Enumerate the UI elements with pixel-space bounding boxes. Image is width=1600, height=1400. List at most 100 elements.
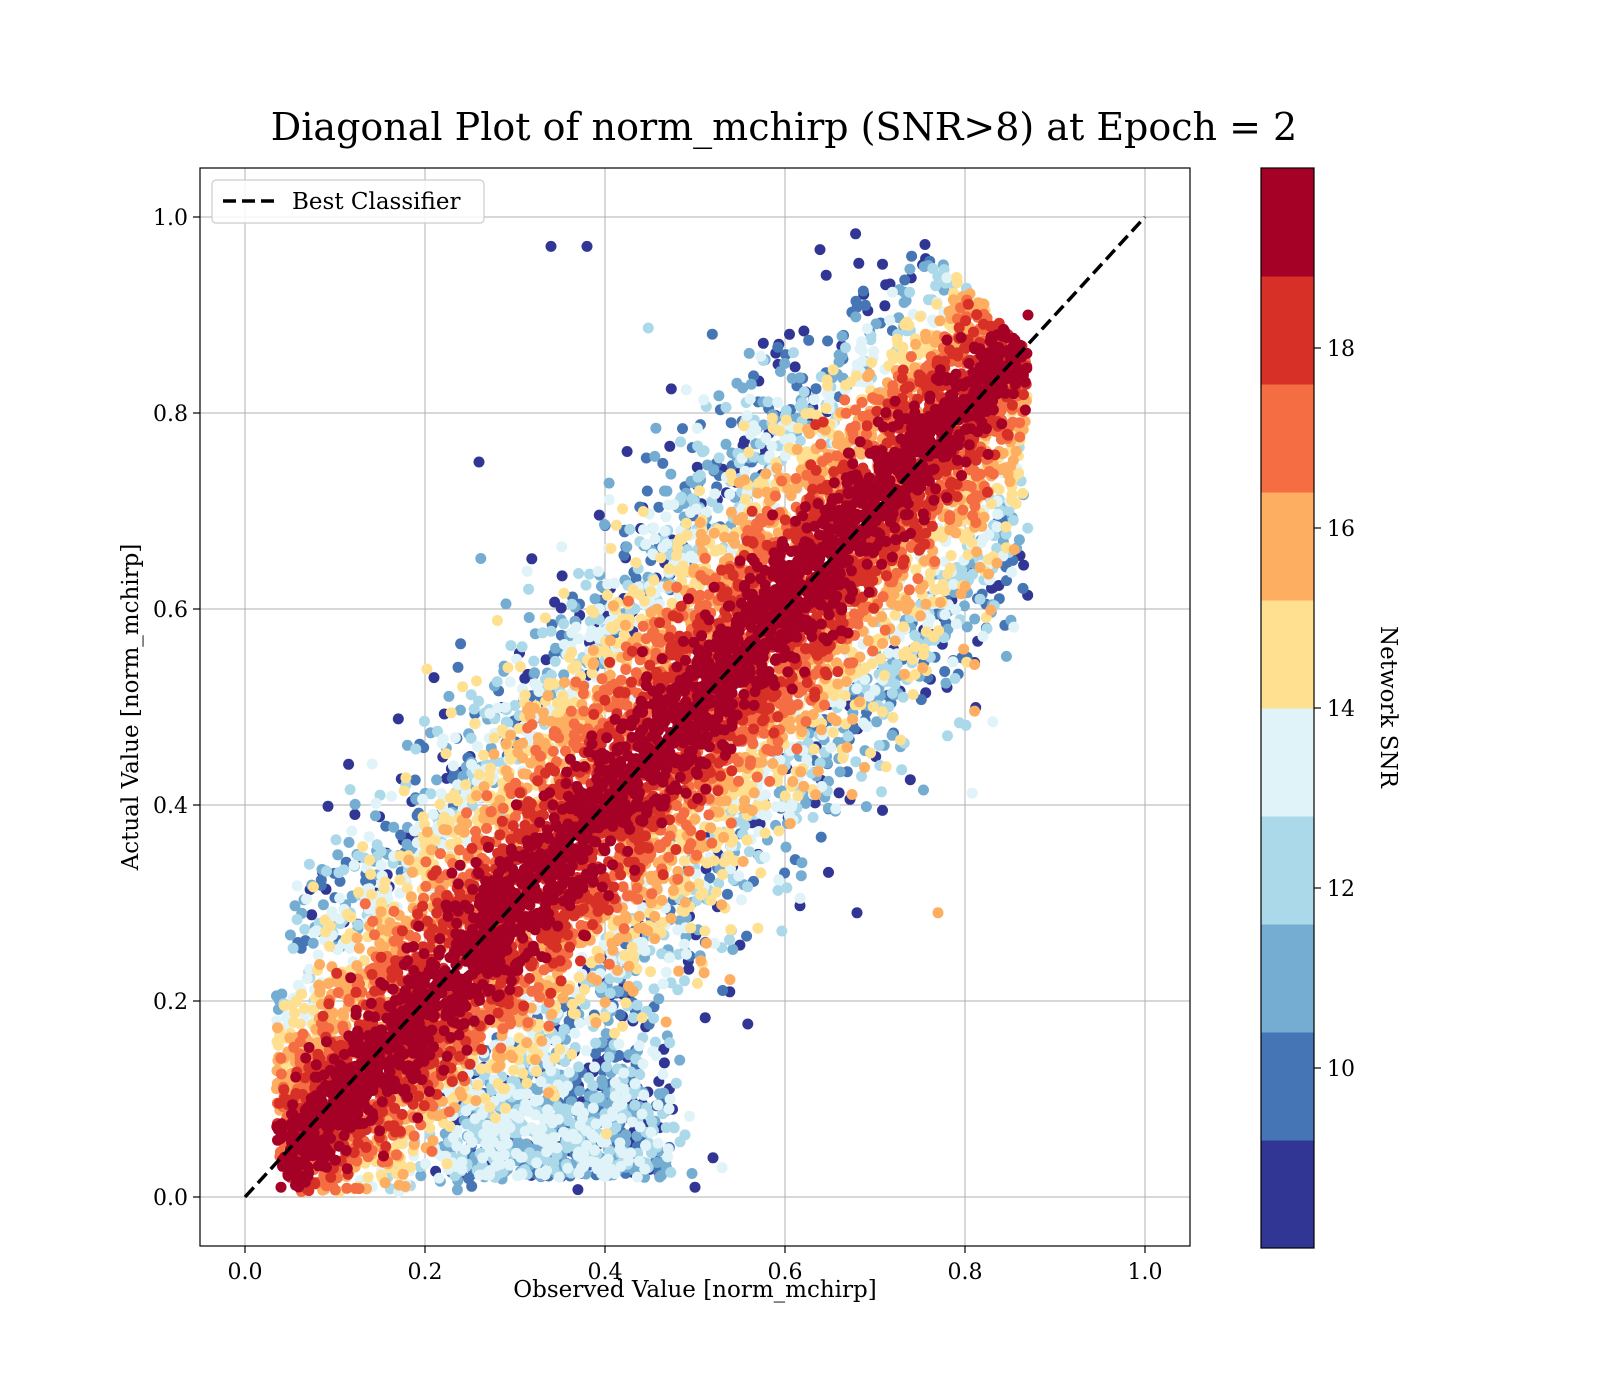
scatter-point xyxy=(679,896,691,908)
scatter-point xyxy=(877,258,888,270)
scatter-point xyxy=(670,1077,682,1089)
scatter-point xyxy=(739,474,751,486)
scatter-point xyxy=(786,801,798,813)
scatter-point xyxy=(599,519,610,530)
scatter-point xyxy=(558,587,570,599)
scatter-point xyxy=(618,549,630,561)
scatter-point xyxy=(842,730,854,742)
scatter-point xyxy=(907,689,919,700)
scatter-point xyxy=(694,517,706,528)
scatter-point xyxy=(689,1181,701,1193)
scatter-point xyxy=(549,1052,561,1064)
scatter-point xyxy=(823,866,834,878)
scatter-point xyxy=(561,1142,573,1154)
scatter-point xyxy=(784,818,796,829)
scatter-point xyxy=(698,445,710,457)
scatter-point xyxy=(892,338,904,350)
scatter-point xyxy=(650,422,662,434)
scatter-point xyxy=(794,372,806,384)
scatter-point xyxy=(480,1169,492,1181)
scatter-point xyxy=(861,721,873,732)
scatter-point xyxy=(742,1018,754,1030)
scatter-point xyxy=(566,598,578,610)
scatter-point xyxy=(724,974,736,986)
scatter-point xyxy=(707,1152,719,1164)
scatter-point xyxy=(898,668,910,680)
scatter-point xyxy=(660,1016,672,1028)
scatter-point xyxy=(977,533,989,545)
scatter-point xyxy=(741,410,753,421)
scatter-point xyxy=(619,619,631,631)
scatter-point xyxy=(991,557,1003,569)
scatter-point xyxy=(399,1181,411,1192)
scatter-point xyxy=(993,484,1005,496)
scatter-point xyxy=(985,604,997,616)
scatter-point xyxy=(748,787,760,799)
scatter-point xyxy=(649,1036,661,1048)
scatter-point xyxy=(658,1057,670,1069)
scatter-point xyxy=(915,610,926,622)
scatter-point xyxy=(456,1156,468,1168)
scatter-point xyxy=(987,716,999,728)
scatter-point xyxy=(334,892,346,904)
scatter-point xyxy=(795,870,807,882)
scatter-point xyxy=(850,311,862,323)
scatter-point xyxy=(649,533,661,545)
scatter-point xyxy=(675,436,686,448)
scatter-point xyxy=(640,1139,652,1151)
scatter-point xyxy=(505,1049,517,1061)
scatter-point xyxy=(588,657,599,669)
scatter-point xyxy=(529,667,540,679)
scatter-point xyxy=(1004,476,1016,488)
scatter-point xyxy=(454,1086,466,1098)
scatter-point xyxy=(492,702,504,714)
scatter-point xyxy=(291,914,303,925)
scatter-point xyxy=(722,888,733,900)
scatter-point xyxy=(346,825,358,837)
scatter-point xyxy=(349,798,361,810)
scatter-point xyxy=(490,1160,502,1172)
scatter-point xyxy=(547,1117,558,1129)
scatter-point xyxy=(314,986,326,998)
scatter-point xyxy=(945,550,957,561)
scatter-point xyxy=(370,810,381,822)
scatter-point xyxy=(307,881,319,893)
scatter-point xyxy=(614,1009,626,1021)
scatter-point xyxy=(602,1153,614,1165)
scatter-point xyxy=(364,854,376,866)
scatter-point xyxy=(563,983,575,995)
scatter-point xyxy=(950,618,962,630)
scatter-point xyxy=(972,297,984,309)
scatter-point xyxy=(969,705,981,717)
scatter-point xyxy=(825,742,837,753)
scatter-point xyxy=(699,1012,711,1024)
scatter-point xyxy=(321,865,332,877)
scatter-point xyxy=(562,1131,574,1142)
scatter-point xyxy=(514,661,526,673)
scatter-point xyxy=(516,1168,528,1180)
scatter-point xyxy=(599,996,611,1008)
scatter-point xyxy=(589,1061,600,1073)
scatter-point xyxy=(712,502,724,514)
scatter-point xyxy=(1008,621,1020,633)
scatter-point xyxy=(880,761,892,773)
scatter-point xyxy=(677,423,688,435)
scatter-point xyxy=(657,978,669,990)
scatter-point xyxy=(847,713,859,725)
scatter-point xyxy=(743,846,755,858)
scatter-point xyxy=(546,1008,558,1020)
scatter-point xyxy=(1007,454,1019,466)
scatter-point xyxy=(714,795,726,807)
scatter-point xyxy=(931,298,943,310)
scatter-point xyxy=(906,250,918,262)
scatter-point xyxy=(684,881,696,893)
scatter-point xyxy=(678,938,690,950)
scatter-point xyxy=(473,456,485,468)
scatter-point xyxy=(743,347,755,359)
scatter-point xyxy=(720,438,732,450)
scatter-point xyxy=(725,468,737,480)
scatter-point xyxy=(630,557,642,569)
scatter-point xyxy=(421,826,433,838)
scatter-point xyxy=(457,681,469,693)
scatter-point xyxy=(521,565,533,577)
